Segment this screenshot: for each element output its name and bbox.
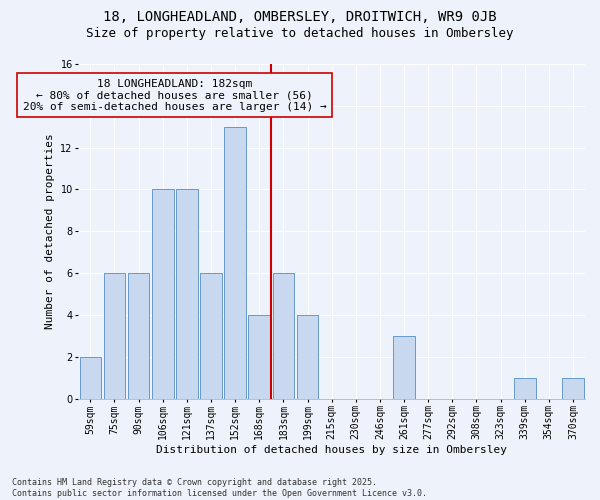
- Text: Contains HM Land Registry data © Crown copyright and database right 2025.
Contai: Contains HM Land Registry data © Crown c…: [12, 478, 427, 498]
- Bar: [152, 190, 173, 398]
- Bar: [248, 315, 270, 398]
- Bar: [393, 336, 415, 398]
- Bar: [296, 315, 319, 398]
- Bar: [176, 190, 198, 398]
- Text: Size of property relative to detached houses in Ombersley: Size of property relative to detached ho…: [86, 28, 514, 40]
- Bar: [200, 273, 222, 398]
- X-axis label: Distribution of detached houses by size in Ombersley: Distribution of detached houses by size …: [156, 445, 507, 455]
- Text: 18, LONGHEADLAND, OMBERSLEY, DROITWICH, WR9 0JB: 18, LONGHEADLAND, OMBERSLEY, DROITWICH, …: [103, 10, 497, 24]
- Bar: [80, 357, 101, 399]
- Bar: [104, 273, 125, 398]
- Y-axis label: Number of detached properties: Number of detached properties: [45, 134, 55, 329]
- Bar: [514, 378, 536, 398]
- Bar: [128, 273, 149, 398]
- Bar: [272, 273, 294, 398]
- Bar: [562, 378, 584, 398]
- Bar: [224, 126, 246, 398]
- Text: 18 LONGHEADLAND: 182sqm
← 80% of detached houses are smaller (56)
20% of semi-de: 18 LONGHEADLAND: 182sqm ← 80% of detache…: [23, 78, 326, 112]
